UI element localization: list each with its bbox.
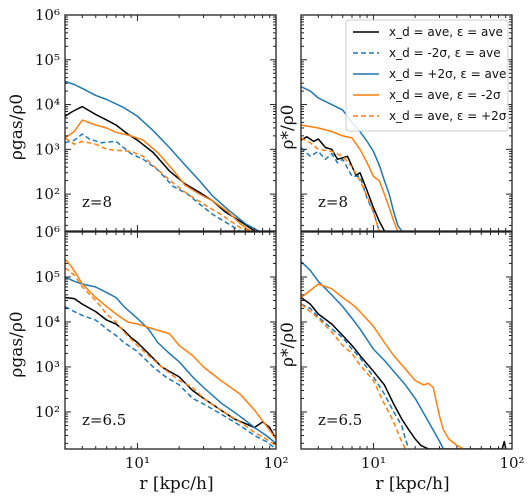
series-line (301, 86, 403, 231)
series-line (65, 80, 260, 231)
series-line (301, 303, 410, 449)
legend-box (345, 19, 509, 132)
panel-top-right: ρ*/ρ0 z=8 (278, 14, 513, 232)
axes-frame (64, 14, 277, 232)
axes-frame (300, 231, 513, 450)
series-line (65, 258, 276, 440)
y-tick-label: 10⁵ (35, 51, 60, 69)
x-axis-labels: 10¹ 10² r [kpc/h] 10¹ 10² r [kpc/h] (125, 454, 525, 494)
panel-top-left: 10² 10³ 10⁴ 10⁵ 10⁶ ρgas/ρ0 z=8 (7, 6, 277, 232)
y-tick-label: 10⁶ (35, 6, 60, 24)
y-tick-label: 10⁴ (35, 313, 60, 331)
series-line (301, 283, 465, 449)
y-axis-label: ρgas/ρ0 (7, 311, 27, 377)
series-group (301, 86, 403, 231)
series-line (65, 276, 276, 444)
axes-frame (64, 231, 277, 450)
redshift-label: z=8 (318, 193, 348, 211)
x-axis-label: r [kpc/h] (375, 474, 449, 494)
series-line (65, 305, 276, 449)
panel-bottom-left: 10² 10³ 10⁴ 10⁵ 10⁶ ρgas/ρ0 z=6.5 (7, 223, 277, 450)
panels: 10²10³10⁴10⁵10⁶ρgas/ρ0z=8ρ*/ρ0z=810²10³1… (7, 6, 513, 450)
series-line (301, 296, 507, 449)
redshift-label: z=6.5 (82, 411, 126, 429)
y-tick-label: 10⁴ (35, 96, 60, 114)
x-axis-label: r [kpc/h] (139, 474, 213, 494)
axes-frame (300, 14, 513, 232)
series-line (65, 133, 241, 231)
series-line (301, 146, 380, 231)
y-axis-label: ρ*/ρ0 (278, 104, 298, 149)
redshift-label: z=8 (82, 193, 112, 211)
series-group (301, 261, 507, 449)
legend: x_d = ave, ε = ave x_d = -2σ, ε = ave x_d … (345, 19, 509, 132)
series-line (65, 137, 251, 231)
redshift-label: z=6.5 (318, 411, 362, 429)
panel-bottom-right: ρ*/ρ0 z=6.5 (278, 231, 513, 450)
y-tick-label: 10³ (35, 358, 60, 376)
series-line (65, 105, 255, 231)
series-line (65, 119, 251, 231)
y-tick-label: 10³ (35, 140, 60, 158)
legend-entry: x_d = ave, ε = ave (389, 25, 503, 39)
y-tick-label: 10² (35, 403, 60, 421)
x-tick-label: 10¹ (361, 454, 386, 472)
legend-entry: x_d = ave, ε = +2σ (389, 109, 507, 123)
legend-entry: x_d = ave, ε = -2σ (389, 88, 501, 102)
y-tick-label: 10² (35, 185, 60, 203)
series-group (65, 258, 276, 449)
y-axis-label: ρ*/ρ0 (278, 322, 298, 367)
series-line (301, 137, 380, 231)
y-axis-label: ρgas/ρ0 (7, 94, 27, 160)
legend-entry: x_d = +2σ, ε = ave (389, 67, 506, 81)
series-line (65, 267, 276, 447)
x-tick-label: 10¹ (125, 454, 150, 472)
x-tick-label: 10² (499, 454, 524, 472)
series-line (301, 136, 386, 231)
series-line (301, 124, 399, 231)
series-group (65, 80, 260, 231)
y-tick-label: 10⁶ (35, 223, 60, 241)
x-tick-label: 10² (263, 454, 288, 472)
y-tick-label: 10⁵ (35, 268, 60, 286)
legend-entry: x_d = -2σ, ε = ave (389, 46, 501, 60)
series-line (301, 303, 407, 449)
